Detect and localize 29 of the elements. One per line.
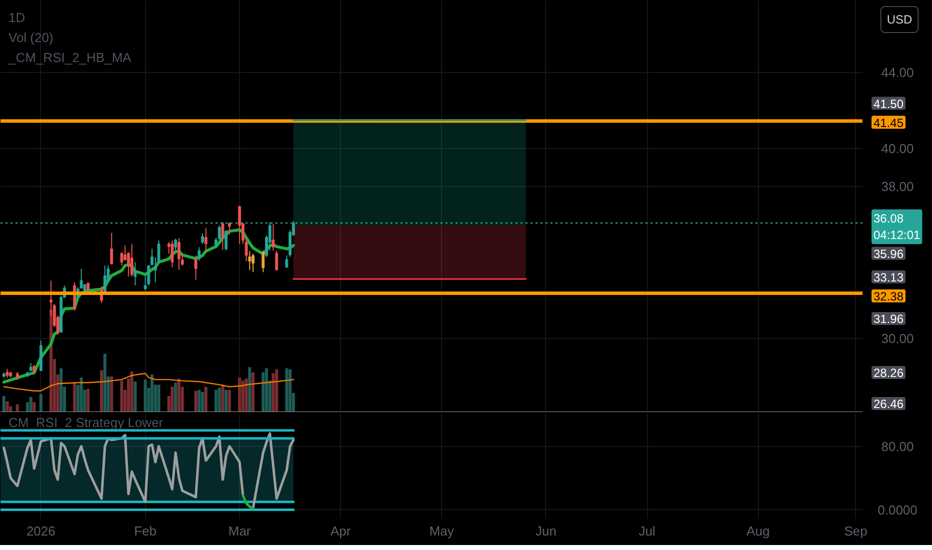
text: 31.96 — [874, 312, 904, 326]
text: 35.96 — [874, 246, 904, 261]
chart-title: CM_RSI_2 Strategy Lower — [8, 415, 164, 430]
x-tick-label: Jun — [536, 524, 556, 538]
y-tick-label: 80.00 — [881, 438, 914, 454]
x-tick-label: Feb — [134, 524, 156, 538]
text: 28.26 — [874, 366, 904, 380]
y-tick-label: 44.00 — [881, 65, 914, 80]
y-axis-title: USD — [886, 12, 912, 26]
x-tick-label: Apr — [330, 524, 352, 538]
text: 33.13 — [874, 270, 904, 284]
ref-line-label: 32.38 — [874, 289, 904, 304]
chart-title: Vol (20) — [8, 30, 54, 45]
text: 41.50 — [874, 96, 904, 111]
y-tick-label: 38.00 — [881, 179, 914, 194]
x-tick-label: Mar — [228, 524, 252, 538]
ref-line-label: 41.45 — [874, 116, 904, 130]
x-tick-label: May — [429, 524, 454, 538]
x-tick-label: Sep — [844, 524, 868, 538]
text: _CM_RSI_2_HB_MA — [8, 50, 132, 65]
x-tick-label: Jul — [638, 524, 656, 538]
x-tick-label: Aug — [746, 524, 770, 538]
y-tick-label: 40.00 — [881, 141, 914, 156]
x-tick-label: 2026 — [26, 524, 56, 538]
y-tick-label: 30.00 — [881, 330, 914, 346]
text: 26.46 — [874, 397, 904, 411]
text: 1D — [8, 10, 26, 25]
y-tick-label: 0.0000 — [878, 502, 918, 518]
ref-line-label: 36.08 04:12:01 — [874, 211, 921, 242]
